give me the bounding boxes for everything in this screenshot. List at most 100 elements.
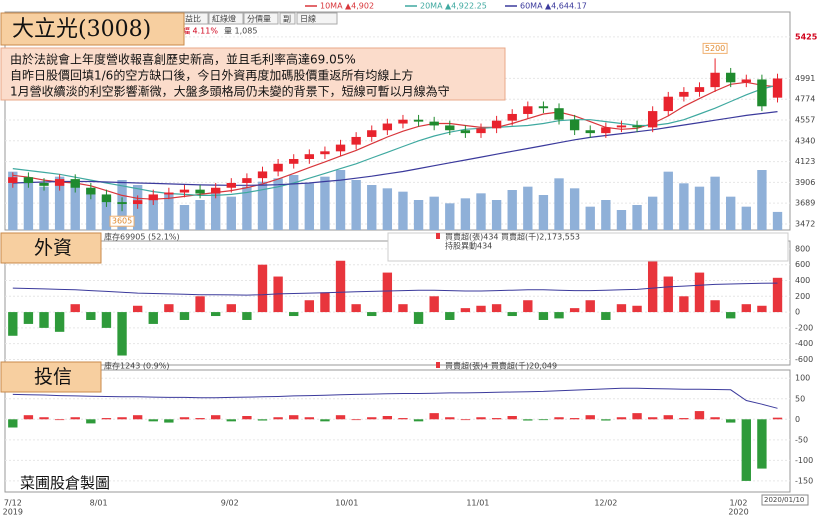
- candle-body: [632, 125, 642, 128]
- volume-bar: [398, 191, 408, 230]
- bar: [289, 312, 299, 317]
- candle-body: [226, 182, 236, 188]
- candle-body: [367, 130, 377, 137]
- toolbar-button[interactable]: [279, 12, 296, 25]
- bar: [538, 419, 549, 421]
- bar: [164, 419, 174, 423]
- volume-bar: [491, 200, 502, 230]
- toolbar-button[interactable]: [208, 12, 244, 25]
- y-tick-label: -50: [795, 435, 808, 444]
- annotation: 1月營收續淡的利空影響漸微，大盤多頭格局仍未變的背景下，短線可暫以月線為守: [10, 84, 450, 99]
- candle-body: [23, 177, 34, 183]
- volume-bar: [679, 183, 689, 230]
- volume-bar: [413, 200, 424, 230]
- bar: [86, 419, 96, 424]
- volume-bar: [523, 186, 533, 230]
- volume-bar: [632, 205, 642, 230]
- bar: [54, 312, 65, 332]
- bar: [647, 256, 658, 313]
- holding-text: 庫存69905 (52.1%): [104, 232, 180, 242]
- volume-bar: [647, 196, 658, 230]
- bar: [772, 417, 783, 420]
- bar: [616, 304, 627, 313]
- bar: [382, 272, 393, 313]
- candle-body: [211, 187, 221, 194]
- volume-bar: [772, 211, 783, 230]
- bar: [429, 296, 439, 313]
- bar: [320, 292, 330, 313]
- bar: [304, 300, 315, 313]
- bar: [242, 312, 252, 320]
- volume-bar: [757, 170, 767, 230]
- chart-title: 大立光(3008): [12, 17, 151, 42]
- bar: [601, 419, 611, 421]
- volume-bar: [23, 180, 34, 230]
- volume-bar: [320, 176, 330, 230]
- candle-body: [757, 79, 767, 107]
- candle-body: [382, 123, 393, 131]
- bar: [632, 413, 642, 420]
- bar: [476, 305, 486, 313]
- panel-tag-box: [0, 361, 102, 393]
- toolbar-button[interactable]: [296, 12, 338, 25]
- bar: [117, 417, 127, 420]
- volume-bar: [726, 196, 736, 230]
- candle-body: [132, 200, 143, 205]
- stat-text: 漲幅 4.11%: [174, 26, 218, 36]
- candle-body: [601, 127, 611, 134]
- bar: [741, 304, 751, 313]
- volume-bar: [616, 210, 627, 230]
- bar: [257, 264, 268, 313]
- bar: [226, 304, 236, 313]
- bar: [694, 411, 705, 420]
- bar: [179, 312, 190, 320]
- bar: [289, 415, 299, 420]
- bar: [445, 312, 455, 320]
- candle-body: [616, 125, 627, 128]
- volume-bar: [8, 171, 18, 230]
- volume-bar: [242, 186, 252, 230]
- y-tick-label: 4123: [795, 157, 815, 166]
- volume-bar: [694, 186, 705, 230]
- volume-bar: [164, 193, 174, 230]
- volume-bar: [382, 188, 393, 230]
- legend-name: 20MA: [420, 2, 443, 11]
- holding-line: [12, 282, 778, 296]
- candle-body: [726, 72, 736, 83]
- volume-bar: [39, 186, 49, 230]
- candle-body: [445, 125, 455, 131]
- candle-body: [289, 158, 299, 164]
- info-swatch: [436, 233, 440, 239]
- y-tick-label: 800: [795, 244, 810, 253]
- bar: [476, 417, 486, 420]
- date-box: [761, 494, 809, 506]
- volume-bar: [367, 185, 377, 230]
- candle-body: [257, 171, 268, 179]
- bar: [772, 277, 783, 313]
- volume-bar: [741, 206, 751, 230]
- candle-body: [54, 179, 65, 186]
- volume-bar: [335, 170, 346, 230]
- bar: [304, 417, 315, 420]
- bar: [335, 415, 346, 420]
- toolbar-label: 本益比: [177, 14, 201, 24]
- y-tick-label: -600: [795, 355, 813, 364]
- volume-bar: [70, 183, 80, 230]
- volume-bar: [507, 190, 517, 230]
- candle-body: [86, 187, 96, 195]
- x-tick-label: 8/01: [90, 499, 108, 508]
- candle-body: [101, 194, 112, 203]
- bar: [54, 419, 65, 421]
- volume-bar: [445, 203, 455, 230]
- bar: [70, 304, 80, 313]
- candle-body: [710, 72, 720, 88]
- toolbar-button[interactable]: [243, 12, 279, 25]
- x-tick-label: 12/02: [594, 499, 617, 508]
- bar: [647, 417, 658, 420]
- bar: [39, 312, 49, 328]
- volume-bar: [429, 196, 439, 230]
- candle-body: [70, 179, 80, 188]
- candle-body: [460, 130, 471, 134]
- volume-bar: [663, 171, 673, 230]
